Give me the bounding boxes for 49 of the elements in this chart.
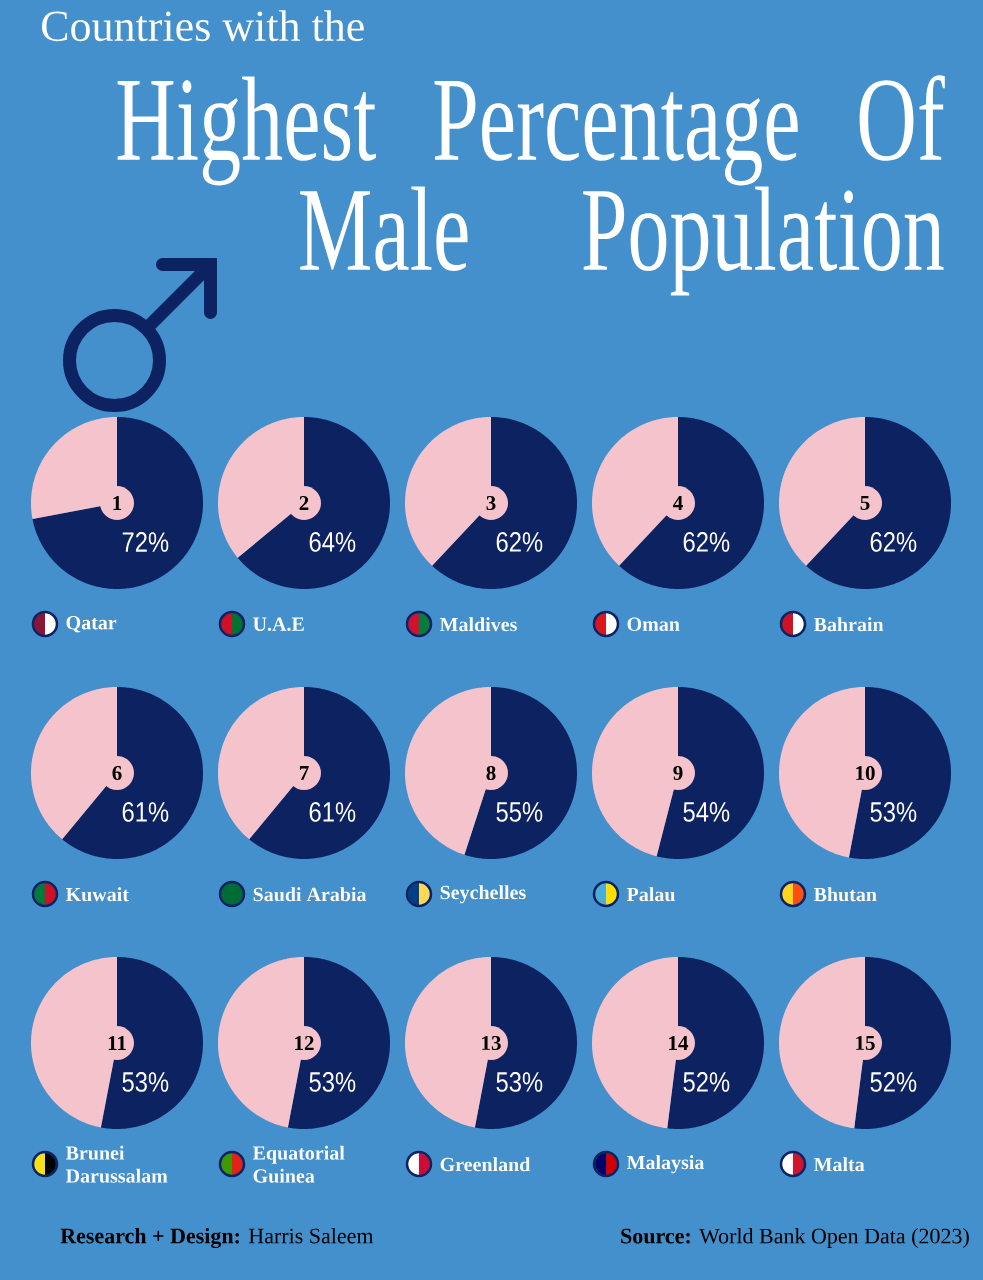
text: Countries with the xyxy=(42,10,364,42)
data-label: 64% xyxy=(309,532,356,552)
data-label: 62% xyxy=(683,532,730,552)
data-label: 53% xyxy=(496,1072,543,1092)
text: Palau xyxy=(626,887,675,902)
text: 5 xyxy=(860,496,870,510)
data-label: 52% xyxy=(870,1072,917,1092)
text: Greenland xyxy=(440,1157,531,1172)
data-label: 72% xyxy=(122,532,169,552)
text: 1 xyxy=(113,496,122,510)
data-label: 53% xyxy=(122,1072,169,1092)
text: 7 xyxy=(299,766,309,780)
text: Oman xyxy=(627,617,680,631)
text: Seychelles xyxy=(440,885,526,904)
data-label: 62% xyxy=(870,532,917,552)
text: Malaysia xyxy=(626,1155,705,1174)
text: Kuwait xyxy=(65,887,129,902)
text: 13 xyxy=(482,1035,501,1051)
text: Research + Design: Harris Saleem xyxy=(60,1227,374,1249)
text: Maldives xyxy=(439,617,517,632)
text: 12 xyxy=(295,1036,314,1050)
text: Equatorial Guinea xyxy=(252,1145,345,1183)
text: Source: World Bank Open Data (2023) xyxy=(621,1228,969,1248)
data-label: 54% xyxy=(683,802,730,822)
text: Highest Percentage Of Male Population xyxy=(117,75,945,296)
data-label: 53% xyxy=(309,1072,356,1092)
text: 8 xyxy=(486,765,496,781)
text: 4 xyxy=(673,496,683,510)
text: 9 xyxy=(673,765,683,781)
text: Bhutan xyxy=(813,887,877,902)
text: 11 xyxy=(108,1036,126,1050)
data-label: 61% xyxy=(122,802,169,822)
text: 2 xyxy=(299,496,309,510)
data-label: 52% xyxy=(683,1072,730,1092)
text: 14 xyxy=(669,1036,689,1050)
text: Saudi Arabia xyxy=(253,887,367,902)
text: U.A.E xyxy=(253,617,304,631)
text: 10 xyxy=(856,765,875,781)
text: 15 xyxy=(856,1035,875,1051)
data-label: 61% xyxy=(309,802,356,822)
data-label: 62% xyxy=(496,532,543,552)
data-label: 55% xyxy=(496,802,543,822)
text: Brunei Darussalam xyxy=(65,1145,168,1183)
text: 6 xyxy=(112,765,122,781)
data-label: 53% xyxy=(870,802,917,822)
text: Bahrain xyxy=(813,617,884,632)
text: 3 xyxy=(486,495,496,511)
text: Malta xyxy=(813,1157,865,1172)
text: Qatar xyxy=(66,616,117,633)
